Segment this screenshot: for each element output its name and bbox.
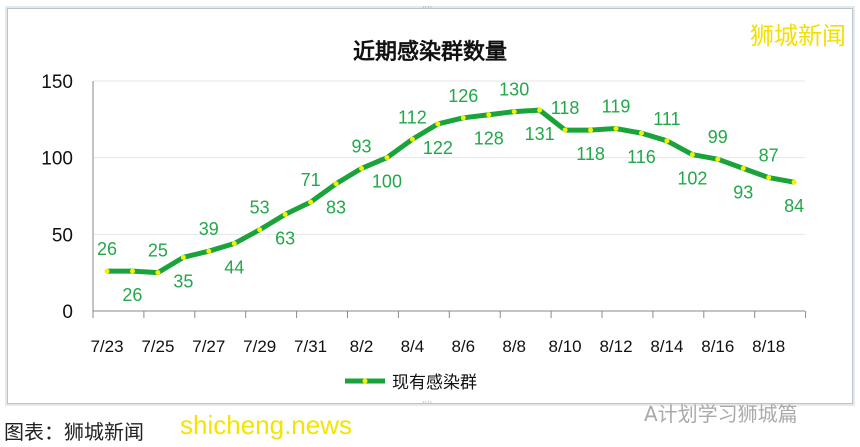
data-point [460, 115, 466, 121]
x-tick-label: 8/18 [752, 337, 785, 356]
data-label: 53 [250, 198, 270, 218]
data-point [282, 211, 288, 217]
data-point [308, 199, 314, 205]
data-label: 87 [759, 146, 779, 166]
wechat-account: A计划学习狮城篇 [644, 402, 798, 426]
data-point [180, 254, 186, 260]
data-label: 93 [733, 182, 753, 202]
data-label: 63 [275, 228, 295, 248]
data-point [664, 138, 670, 144]
resize-handle-top[interactable]: ···· [422, 3, 433, 12]
data-point [129, 268, 135, 274]
brand-logo: 狮城新闻 [750, 22, 846, 50]
x-tick-label: 7/27 [192, 337, 225, 356]
y-tick-label: 0 [62, 302, 73, 323]
y-tick-label: 50 [52, 225, 73, 246]
data-label: 128 [474, 129, 504, 149]
data-label: 118 [551, 98, 580, 118]
x-tick-label: 8/10 [549, 337, 582, 356]
data-point [155, 270, 161, 276]
y-tick-label: 100 [41, 149, 73, 170]
x-tick-label: 7/25 [141, 337, 174, 356]
data-point [359, 165, 364, 171]
data-label: 119 [602, 97, 631, 117]
data-label: 26 [97, 239, 117, 259]
data-label: 39 [199, 219, 219, 239]
data-label: 122 [423, 138, 453, 158]
data-label: 116 [627, 147, 656, 167]
data-point [613, 126, 619, 132]
data-point [740, 165, 746, 171]
data-point [791, 179, 797, 185]
data-label: 112 [398, 107, 427, 127]
series-line [107, 107, 795, 276]
data-point [206, 248, 212, 254]
watermark: shicheng.news [180, 410, 352, 440]
x-tick-label: 8/2 [350, 337, 374, 356]
resize-handle-bottom[interactable]: ···· [422, 398, 433, 407]
data-point [537, 107, 543, 113]
data-label: 111 [653, 109, 680, 129]
data-label: 35 [173, 271, 193, 291]
data-label: 83 [326, 198, 346, 218]
source-caption: 图表：狮城新闻 [4, 420, 144, 444]
data-point [689, 152, 695, 158]
data-label: 84 [784, 196, 804, 216]
data-point [766, 175, 772, 181]
data-point [562, 127, 568, 133]
data-point [384, 155, 390, 161]
data-point [486, 112, 492, 118]
y-tick-label: 150 [41, 72, 73, 93]
data-label: 118 [576, 144, 605, 164]
x-tick-label: 7/31 [294, 337, 327, 356]
data-label: 26 [122, 285, 142, 305]
data-label: 25 [148, 241, 168, 261]
chart-frame [7, 8, 853, 404]
legend-label: 现有感染群 [392, 373, 477, 393]
data-label: 99 [708, 127, 728, 147]
legend-marker [362, 378, 368, 384]
x-tick-label: 8/14 [650, 337, 683, 356]
data-label: 102 [677, 169, 707, 189]
data-label: 130 [499, 80, 529, 100]
data-point [257, 227, 263, 233]
chart-title: 近期感染群数量 [352, 40, 507, 65]
data-point [715, 156, 721, 162]
data-label: 93 [351, 136, 371, 156]
data-point [104, 268, 110, 274]
data-point [588, 127, 594, 133]
data-label: 100 [372, 172, 402, 192]
data-point [638, 130, 644, 136]
data-label: 44 [224, 258, 244, 278]
x-tick-label: 8/12 [599, 337, 632, 356]
x-tick-label: 8/4 [401, 337, 425, 356]
data-label: 126 [448, 86, 478, 106]
data-point [409, 136, 415, 142]
data-point [333, 181, 339, 187]
data-point [435, 121, 441, 127]
x-tick-label: 8/16 [701, 337, 734, 356]
x-tick-label: 7/23 [90, 337, 123, 356]
x-tick-label: 8/8 [502, 337, 526, 356]
data-label: 131 [525, 124, 555, 144]
x-tick-label: 7/29 [243, 337, 276, 356]
data-point [231, 241, 237, 247]
x-tick-label: 8/6 [451, 337, 475, 356]
data-label: 71 [301, 170, 321, 190]
data-point [511, 109, 517, 115]
